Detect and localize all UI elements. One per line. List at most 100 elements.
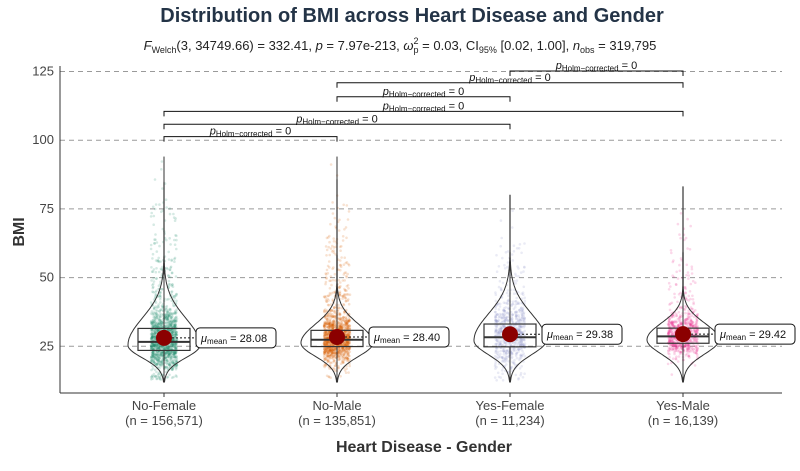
jitter-point bbox=[170, 271, 174, 275]
jitter-point bbox=[157, 284, 161, 288]
jitter-point bbox=[331, 327, 335, 331]
jitter-point bbox=[152, 321, 155, 324]
jitter-point bbox=[153, 345, 157, 348]
jitter-point bbox=[175, 356, 178, 360]
jitter-point bbox=[171, 328, 174, 332]
jitter-point bbox=[152, 320, 156, 323]
jitter-point bbox=[347, 319, 351, 323]
jitter-point bbox=[338, 290, 342, 294]
jitter-point bbox=[168, 283, 172, 286]
jitter-point bbox=[172, 358, 175, 362]
jitter-point bbox=[340, 256, 343, 259]
jitter-point bbox=[168, 314, 171, 318]
jitter-point bbox=[171, 343, 175, 346]
jitter-point bbox=[517, 330, 521, 333]
jitter-point bbox=[170, 343, 173, 347]
jitter-point bbox=[151, 335, 154, 339]
jitter-point bbox=[500, 356, 504, 360]
jitter-point bbox=[344, 316, 347, 320]
jitter-point bbox=[167, 314, 170, 317]
jitter-point bbox=[173, 335, 177, 339]
jitter-point bbox=[174, 352, 177, 356]
jitter-point bbox=[347, 347, 350, 350]
jitter-point bbox=[153, 368, 157, 372]
jitter-point bbox=[153, 335, 157, 339]
jitter-point bbox=[169, 317, 173, 320]
jitter-point bbox=[166, 315, 169, 319]
jitter-point bbox=[325, 343, 329, 346]
jitter-point bbox=[172, 323, 176, 327]
jitter-point bbox=[512, 244, 516, 247]
jitter-point bbox=[167, 350, 170, 354]
jitter-point bbox=[153, 178, 157, 181]
jitter-point bbox=[170, 312, 174, 315]
jitter-point bbox=[155, 344, 158, 348]
jitter-point bbox=[328, 240, 331, 244]
jitter-point bbox=[155, 346, 158, 350]
jitter-point bbox=[333, 306, 336, 310]
x-category-name: No-Male bbox=[312, 398, 361, 413]
x-category-count: (n = 135,851) bbox=[298, 413, 376, 428]
jitter-point bbox=[169, 323, 173, 326]
jitter-point bbox=[156, 362, 160, 365]
jitter-point bbox=[172, 216, 176, 219]
jitter-point bbox=[174, 331, 178, 334]
jitter-point bbox=[150, 355, 154, 358]
jitter-point bbox=[687, 274, 691, 277]
jitter-point bbox=[154, 363, 158, 366]
jitter-point bbox=[154, 311, 158, 315]
jitter-point bbox=[170, 356, 173, 359]
comparison-label: pHolm−corrected = 0 bbox=[382, 100, 464, 113]
jitter-point bbox=[168, 207, 172, 210]
jitter-point bbox=[171, 342, 175, 346]
jitter-point bbox=[167, 353, 171, 356]
jitter-point bbox=[149, 332, 153, 336]
jitter-point bbox=[689, 224, 692, 228]
jitter-point bbox=[328, 349, 332, 353]
jitter-point bbox=[151, 353, 155, 357]
jitter-point bbox=[155, 325, 159, 329]
jitter-point bbox=[688, 323, 692, 327]
jitter-point bbox=[167, 347, 171, 350]
jitter-point bbox=[338, 286, 341, 289]
jitter-point bbox=[677, 293, 681, 296]
jitter-point bbox=[152, 355, 155, 358]
jitter-point bbox=[164, 351, 168, 354]
jitter-point bbox=[166, 309, 170, 312]
jitter-point bbox=[165, 308, 168, 311]
jitter-point bbox=[346, 333, 350, 337]
jitter-point bbox=[156, 374, 160, 377]
jitter-point bbox=[170, 331, 174, 334]
jitter-point bbox=[170, 376, 174, 380]
jitter-point bbox=[168, 362, 171, 366]
jitter-point bbox=[155, 359, 159, 363]
jitter-point bbox=[174, 351, 178, 354]
jitter-point bbox=[157, 377, 161, 380]
jitter-point bbox=[152, 343, 156, 347]
jitter-point bbox=[343, 357, 347, 360]
jitter-point bbox=[512, 307, 516, 311]
jitter-point bbox=[667, 288, 671, 291]
jitter-point bbox=[150, 322, 153, 325]
jitter-point bbox=[501, 256, 504, 260]
jitter-point bbox=[502, 309, 506, 313]
jitter-point bbox=[161, 345, 164, 348]
jitter-point bbox=[175, 333, 178, 337]
jitter-point bbox=[330, 346, 334, 350]
jitter-point bbox=[337, 347, 340, 350]
jitter-point bbox=[159, 320, 163, 323]
jitter-point bbox=[686, 347, 690, 350]
jitter-point bbox=[166, 361, 170, 364]
jitter-point bbox=[174, 309, 177, 313]
jitter-point bbox=[172, 212, 175, 216]
jitter-point bbox=[167, 328, 171, 332]
jitter-point bbox=[346, 322, 349, 325]
jitter-point bbox=[329, 314, 333, 318]
jitter-point bbox=[683, 345, 686, 348]
jitter-point bbox=[173, 296, 176, 300]
jitter-point bbox=[521, 306, 525, 310]
jitter-point bbox=[323, 323, 326, 326]
jitter-point bbox=[327, 354, 331, 358]
jitter-point bbox=[686, 271, 690, 274]
jitter-point bbox=[170, 321, 173, 324]
